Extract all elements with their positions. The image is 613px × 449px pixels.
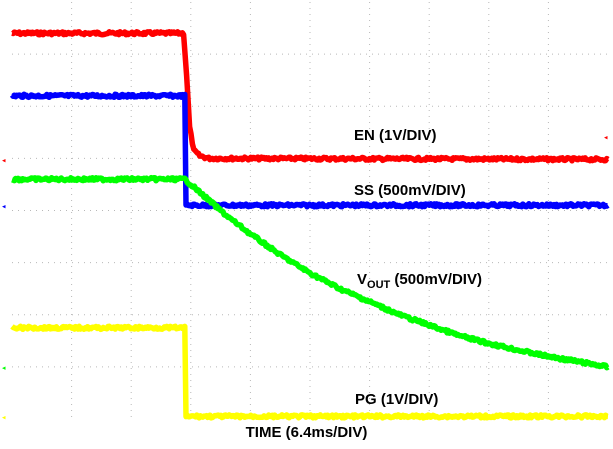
trace-pg: [10, 323, 610, 421]
vout-label-sub: OUT: [367, 279, 391, 291]
en-label: EN (1V/DIV): [354, 127, 437, 144]
traces: [9, 29, 610, 421]
x-axis-label: TIME (6.4ms/DIV): [245, 424, 368, 441]
vout-label: VOUT (500mV/DIV): [357, 271, 482, 291]
ground-marker-pg: ◂: [2, 414, 6, 421]
channel-markers: ◂ ◂ ◂ ◂ ◂: [2, 134, 608, 421]
vout-label-rest: (500mV/DIV): [390, 271, 482, 288]
trace-vout: [10, 174, 610, 371]
trigger-level-marker: ◂: [604, 134, 608, 141]
trace-ss: [9, 91, 610, 210]
ground-marker-ss: ◂: [2, 203, 6, 210]
ground-marker-en: ◂: [2, 157, 6, 164]
pg-label: PG (1V/DIV): [355, 391, 438, 408]
ground-marker-vout: ◂: [2, 365, 6, 372]
grid: [12, 2, 608, 419]
vout-label-main: V: [357, 271, 367, 288]
trace-en: [10, 29, 610, 164]
ss-label: SS (500mV/DIV): [354, 182, 466, 199]
